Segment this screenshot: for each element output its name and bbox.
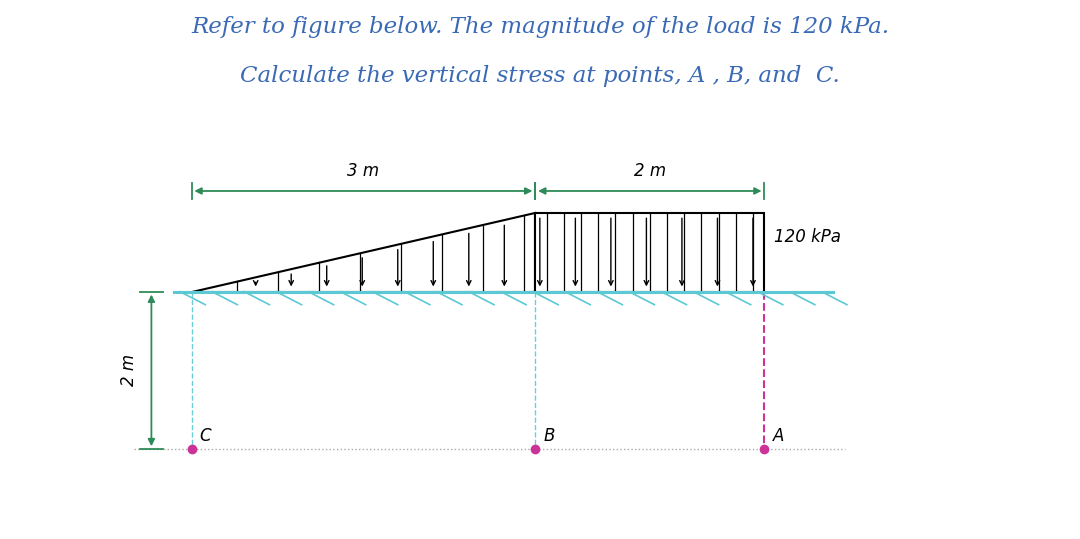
Text: Calculate the vertical stress at points, A , B, and  C.: Calculate the vertical stress at points,… [240, 65, 840, 87]
Polygon shape [191, 213, 536, 292]
Text: A: A [772, 427, 784, 445]
Text: C: C [200, 427, 212, 445]
Text: 3 m: 3 m [348, 162, 379, 180]
Text: Refer to figure below. The magnitude of the load is 120 kPa.: Refer to figure below. The magnitude of … [191, 16, 889, 38]
Text: 2 m: 2 m [120, 354, 137, 386]
Text: 120 kPa: 120 kPa [773, 227, 840, 246]
Polygon shape [536, 213, 765, 292]
Text: 2 m: 2 m [634, 162, 666, 180]
Text: B: B [543, 427, 555, 445]
